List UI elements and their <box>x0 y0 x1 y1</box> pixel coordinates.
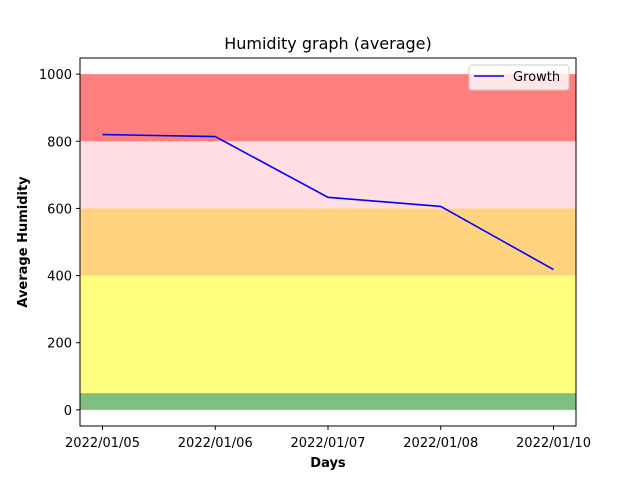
x-tick-label: 2022/01/10 <box>516 436 591 451</box>
x-tick-label: 2022/01/05 <box>65 436 140 451</box>
x-tick-label: 2022/01/07 <box>291 436 366 451</box>
y-axis: 0 200 400 600 800 1000 <box>39 68 80 419</box>
band-0 <box>80 393 576 410</box>
chart-title: Humidity graph (average) <box>224 34 432 53</box>
x-axis-label: Days <box>310 456 346 471</box>
y-tick-label: 400 <box>47 270 72 285</box>
band-3 <box>80 141 576 209</box>
legend-label-growth: Growth <box>513 70 560 85</box>
humidity-bands <box>80 74 576 410</box>
band-2 <box>80 208 576 276</box>
x-axis: 2022/01/05 2022/01/06 2022/01/07 2022/01/08… <box>65 426 591 451</box>
y-tick-label: 200 <box>47 337 72 352</box>
band-1 <box>80 275 576 394</box>
y-tick-label: 600 <box>47 202 72 217</box>
series-line-growth <box>102 133 554 271</box>
legend: Growth <box>468 64 570 91</box>
y-tick-label: 1000 <box>39 68 72 83</box>
legend-box <box>468 64 570 91</box>
x-tick-label: 2022/01/08 <box>403 436 478 451</box>
y-tick-label: 0 <box>64 404 72 419</box>
x-tick-label: 2022/01/06 <box>178 436 253 451</box>
y-axis-label: Average Humidity <box>16 176 31 308</box>
series-layer <box>102 133 554 271</box>
y-tick-label: 800 <box>47 135 72 150</box>
